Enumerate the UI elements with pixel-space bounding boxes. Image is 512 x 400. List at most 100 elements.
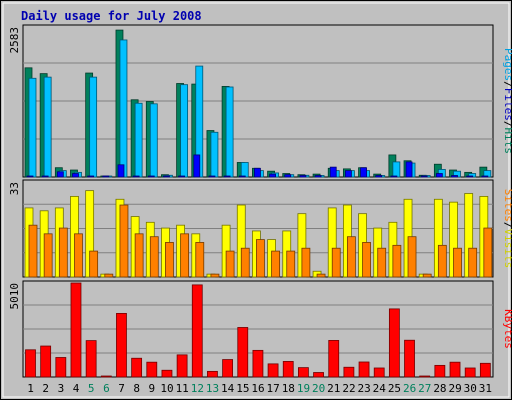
- legend-segment: Sites: [502, 189, 512, 222]
- bar-kbytes-kbytes-day-17: [267, 363, 279, 378]
- bar-hits-files-day-25: [392, 161, 401, 178]
- bar-hits-pages-day-23: [360, 167, 367, 178]
- panel-hits-legend-label: Pages/Files/Hits: [502, 48, 512, 154]
- bar-hits-pages-day-22: [344, 170, 352, 178]
- x-tick-label-day-8: 8: [133, 382, 140, 395]
- bar-hits-pages-day-27: [420, 175, 428, 178]
- x-tick-label-day-7: 7: [118, 382, 125, 395]
- bar-visits-sites-day-19: [301, 247, 311, 278]
- x-tick-label-day-5: 5: [88, 382, 95, 395]
- bar-hits-pages-day-14: [223, 175, 231, 178]
- panel-kbytes-legend-label: KBytes: [502, 309, 512, 349]
- x-tick-label-day-30: 30: [464, 382, 477, 395]
- x-tick-label-day-28: 28: [433, 382, 446, 395]
- bar-kbytes-kbytes-day-30: [464, 367, 476, 378]
- x-tick-label-day-11: 11: [176, 382, 189, 395]
- bar-kbytes-kbytes-day-1: [25, 349, 36, 378]
- bar-kbytes-kbytes-day-31: [479, 362, 491, 378]
- bar-kbytes-kbytes-day-29: [449, 361, 461, 378]
- panel-hits-ymax-label: 2583: [8, 27, 21, 54]
- legend-segment: /: [502, 222, 512, 229]
- bar-kbytes-kbytes-day-28: [434, 364, 446, 378]
- bar-visits-sites-day-14: [225, 250, 235, 278]
- legend-segment: /: [502, 81, 512, 88]
- bar-hits-pages-day-2: [41, 175, 49, 178]
- bar-kbytes-kbytes-day-9: [146, 361, 158, 378]
- bar-visits-sites-day-7: [119, 204, 129, 278]
- x-tick-label-day-18: 18: [282, 382, 295, 395]
- bar-hits-pages-day-30: [466, 175, 474, 178]
- x-tick-label-day-23: 23: [358, 382, 371, 395]
- legend-segment: KBytes: [502, 309, 512, 349]
- bar-visits-sites-day-5: [89, 250, 99, 278]
- x-tick-label-day-24: 24: [373, 382, 387, 395]
- legend-segment: Visits: [502, 229, 512, 269]
- bar-hits-pages-day-6: [102, 175, 110, 178]
- bar-hits-files-day-9: [149, 103, 158, 178]
- bar-hits-pages-day-3: [56, 171, 64, 178]
- bar-visits-sites-day-16: [256, 239, 265, 278]
- bar-kbytes-kbytes-day-24: [373, 367, 385, 378]
- x-axis: 1 2 3 4 5 6 7 8 9 10 11 12 13 14 15 16 17 18 19 20 21 22 23 24 2…: [27, 382, 492, 395]
- bar-visits-sites-day-25: [392, 244, 402, 278]
- bar-visits-sites-day-18: [286, 250, 296, 278]
- x-tick-label-day-10: 10: [160, 382, 173, 395]
- legend-segment: Hits: [502, 128, 512, 155]
- x-tick-label-day-21: 21: [327, 382, 340, 395]
- bar-visits-sites-day-10: [165, 242, 174, 278]
- panel-visits: 33 Sites/Visits: [8, 179, 512, 278]
- bar-hits-pages-day-9: [147, 175, 155, 178]
- x-tick-label-day-17: 17: [267, 382, 280, 395]
- bar-kbytes-kbytes-day-3: [55, 357, 67, 378]
- bar-hits-pages-day-17: [269, 173, 276, 178]
- bar-hits-files-day-15: [240, 162, 249, 178]
- x-tick-label-day-13: 13: [206, 382, 219, 395]
- bar-visits-sites-day-29: [453, 247, 462, 278]
- panel-visits-ymax-label: 33: [8, 182, 21, 195]
- bar-hits-pages-day-10: [163, 175, 170, 178]
- bar-hits-files-day-8: [134, 102, 143, 178]
- x-tick-label-day-6: 6: [103, 382, 110, 395]
- bar-hits-files-day-1: [28, 77, 37, 178]
- bar-kbytes-kbytes-day-14: [222, 359, 234, 378]
- bar-hits-pages-day-19: [299, 175, 307, 178]
- bar-hits-pages-day-13: [208, 175, 216, 178]
- x-tick-label-day-26: 26: [403, 382, 416, 395]
- x-tick-label-day-25: 25: [388, 382, 401, 395]
- bar-visits-sites-day-30: [468, 247, 478, 278]
- bar-visits-sites-day-11: [180, 233, 190, 278]
- bar-visits-sites-day-8: [134, 233, 144, 278]
- panel-visits-legend-label: Sites/Visits: [502, 189, 512, 269]
- x-tick-label-day-15: 15: [236, 382, 249, 395]
- bar-hits-pages-day-5: [87, 175, 95, 178]
- bar-kbytes-kbytes-day-13: [207, 370, 218, 378]
- bar-hits-files-day-2: [43, 76, 52, 178]
- x-tick-label-day-12: 12: [191, 382, 204, 395]
- bar-hits-pages-day-1: [26, 175, 34, 178]
- bar-kbytes-kbytes-day-20: [313, 372, 324, 378]
- bar-visits-sites-day-13: [210, 273, 220, 278]
- bar-kbytes-kbytes-day-18: [282, 361, 294, 378]
- bar-visits-sites-day-3: [58, 227, 68, 278]
- x-tick-label-day-9: 9: [149, 382, 156, 395]
- x-tick-label-day-16: 16: [251, 382, 264, 395]
- bar-kbytes-kbytes-day-8: [131, 357, 143, 378]
- bar-visits-sites-day-21: [331, 247, 341, 278]
- bar-kbytes-kbytes-day-25: [388, 308, 400, 378]
- bar-hits-pages-day-18: [284, 174, 292, 178]
- bar-visits-sites-day-9: [149, 236, 159, 278]
- bar-kbytes-kbytes-day-4: [70, 282, 82, 378]
- bar-kbytes-kbytes-day-16: [252, 349, 264, 378]
- bar-hits-pages-day-7: [117, 164, 125, 178]
- bar-kbytes-kbytes-day-12: [191, 284, 203, 378]
- x-tick-label-day-1: 1: [27, 382, 34, 395]
- bar-hits-pages-day-15: [238, 175, 246, 178]
- bar-hits-pages-day-21: [329, 166, 337, 178]
- bar-kbytes-kbytes-day-19: [297, 367, 309, 378]
- bar-visits-sites-day-15: [240, 247, 250, 278]
- chart-title: Daily usage for July 2008: [21, 9, 202, 23]
- bar-visits-sites-day-12: [195, 242, 205, 278]
- bar-kbytes-kbytes-day-11: [176, 354, 188, 378]
